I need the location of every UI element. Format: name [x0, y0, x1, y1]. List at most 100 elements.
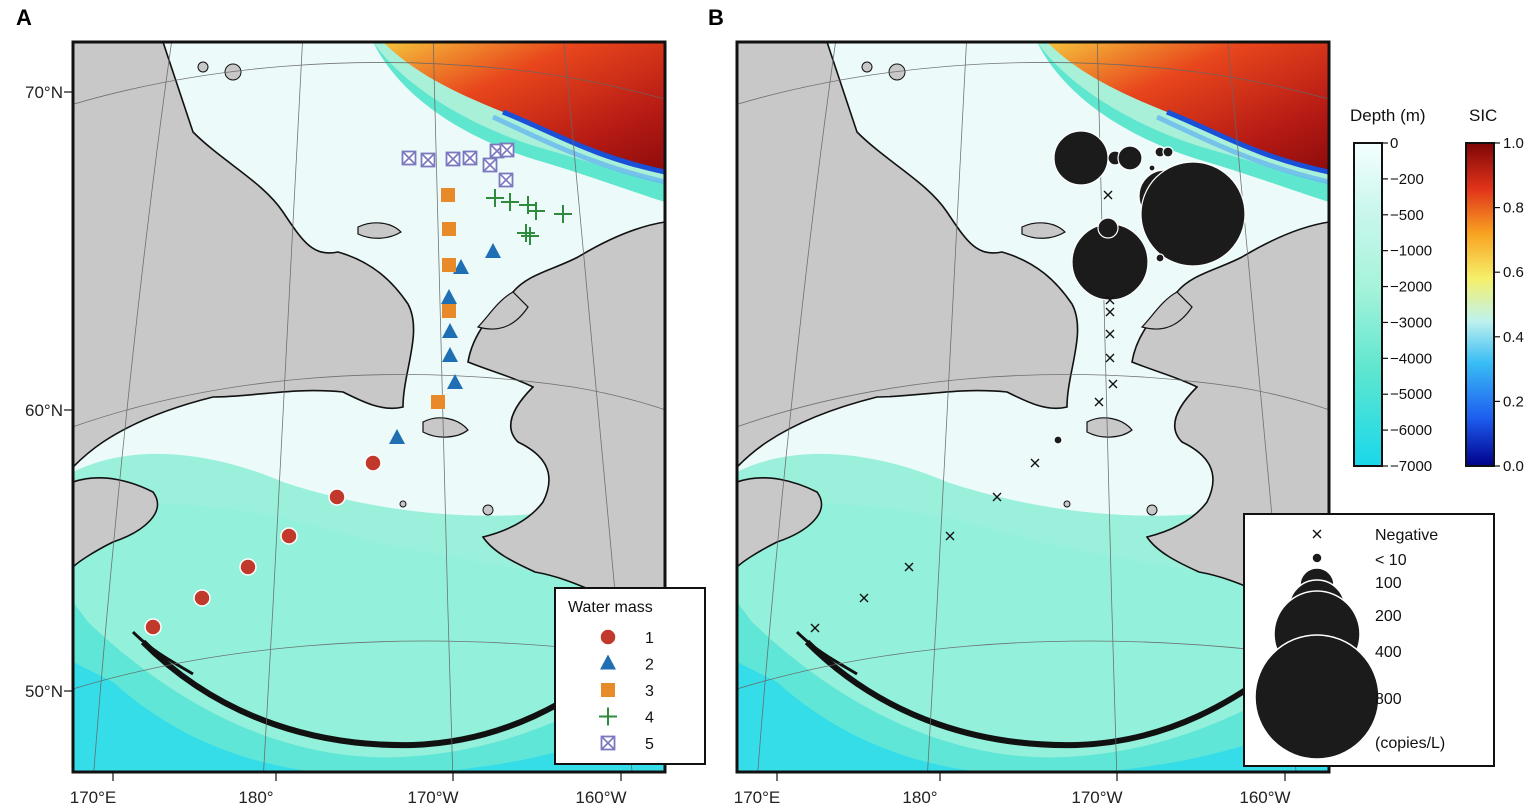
station-marker [239, 558, 257, 576]
station-marker [401, 150, 417, 166]
copy-number-bubble [1148, 164, 1156, 172]
depth-tick-label: −1000 [1390, 243, 1432, 260]
panel-b-map: B 170°E 180° 170°W 160°W [708, 5, 1331, 807]
panel-letter-a: A [16, 5, 32, 30]
x-tick-label: 180° [238, 788, 273, 807]
sic-tick-label: 0.6 [1503, 264, 1524, 281]
x-tick-label: 170°E [70, 788, 117, 807]
copy-number-bubbles [810, 130, 1246, 633]
negative-cross [904, 562, 914, 572]
negative-cross [1103, 190, 1113, 200]
legend-marker-1 [599, 628, 617, 646]
negative-cross [810, 623, 820, 633]
x-tick-label: 170°W [1071, 788, 1122, 807]
legend-label-3: 3 [645, 683, 654, 700]
station-marker [193, 589, 211, 607]
depth-tick-label: −3000 [1390, 314, 1432, 331]
station-marker [485, 243, 501, 258]
station-marker [482, 157, 498, 173]
size-legend-cross [1312, 529, 1322, 539]
negative-cross [1105, 307, 1115, 317]
legend-label-2: 2 [645, 657, 654, 674]
depth-tick-label: −200 [1390, 171, 1424, 188]
size-legend-label: < 10 [1375, 552, 1407, 569]
station-marker [144, 618, 162, 636]
copy-number-size-legend: (copies/L) Negative < 10 100 200 400 800 [1243, 513, 1495, 767]
negative-cross [859, 593, 869, 603]
negative-cross [1094, 397, 1104, 407]
sic-tick-label: 0.4 [1503, 329, 1524, 346]
station-marker [554, 205, 572, 223]
negative-cross [1105, 295, 1115, 305]
depth-tick-label: −500 [1390, 207, 1424, 224]
station-marker [389, 429, 405, 444]
size-legend-label: 400 [1375, 644, 1402, 661]
station-marker [527, 202, 545, 220]
x-tick-label: 160°W [575, 788, 626, 807]
station-marker [280, 527, 298, 545]
depth-tick-label: −4000 [1390, 350, 1432, 367]
size-legend-circle [1254, 634, 1380, 760]
legend-title: Water mass [568, 599, 653, 616]
copy-number-bubble [1053, 435, 1063, 445]
station-marker [453, 259, 469, 274]
station-marker [442, 304, 456, 318]
size-legend-label: Negative [1375, 527, 1438, 544]
size-legend-label: 100 [1375, 575, 1402, 592]
depth-tick-label: 0 [1390, 135, 1398, 152]
copy-number-bubble [1162, 146, 1174, 158]
station-marker [442, 222, 456, 236]
sic-tick-label: 0.2 [1503, 393, 1524, 410]
size-legend-label: 200 [1375, 608, 1402, 625]
negative-cross [1105, 329, 1115, 339]
x-tick-label: 160°W [1239, 788, 1290, 807]
size-legend-unit: (copies/L) [1375, 735, 1445, 752]
legend-marker-4 [599, 707, 617, 726]
negative-cross [1105, 353, 1115, 363]
water-mass-legend: Water mass 1 2 3 4 5 [554, 587, 706, 765]
sic-tick-label: 1.0 [1503, 135, 1524, 152]
negative-cross [992, 492, 1002, 502]
depth-tick-label: −6000 [1390, 422, 1432, 439]
y-tick-label: 70°N [25, 83, 63, 102]
legend-label-4: 4 [645, 710, 654, 727]
legend-label-1: 1 [645, 630, 654, 647]
station-marker [441, 289, 457, 304]
station-marker [364, 454, 382, 472]
panel-b-ticks: 170°E 180° 170°W 160°W [734, 772, 1291, 807]
copy-number-bubble [1097, 217, 1119, 239]
sic-tick-label: 0.0 [1503, 458, 1524, 475]
panel-a-map: Water mass 1 2 3 4 5 A 170°E 180° 170°W 160°W 70… [16, 5, 706, 807]
negative-cross [1108, 379, 1118, 389]
station-marker [442, 347, 458, 362]
negative-cross [1030, 458, 1040, 468]
copy-number-bubble [1155, 253, 1165, 263]
sic-colorbar: SIC 1.0 0.8 0.6 0.4 0.2 0.0 [1465, 106, 1524, 475]
station-marker [420, 152, 436, 168]
depth-tick-label: −5000 [1390, 386, 1432, 403]
station-marker [462, 150, 478, 166]
station-marker [431, 395, 445, 409]
station-marker [521, 227, 539, 245]
station-marker [442, 258, 456, 272]
station-marker [517, 224, 535, 242]
station-marker [441, 188, 455, 202]
station-marker [328, 488, 346, 506]
station-marker [445, 151, 461, 167]
sic-colorbar-title: SIC [1469, 106, 1497, 125]
x-tick-label: 180° [902, 788, 937, 807]
copy-number-bubble [1053, 130, 1109, 186]
station-marker [442, 323, 458, 338]
station-marker [498, 172, 514, 188]
depth-tick-label: −7000 [1390, 458, 1432, 475]
panel-a-ticks: 170°E 180° 170°W 160°W 70°N 60°N 50°N [25, 83, 627, 807]
station-marker [447, 374, 463, 389]
x-tick-label: 170°E [734, 788, 781, 807]
depth-colorbar-title: Depth (m) [1350, 106, 1426, 125]
station-marker [499, 142, 515, 158]
station-marker [486, 189, 504, 207]
size-legend-circle [1311, 552, 1323, 564]
copy-number-bubble [1117, 145, 1143, 171]
sic-tick-label: 0.8 [1503, 200, 1524, 217]
